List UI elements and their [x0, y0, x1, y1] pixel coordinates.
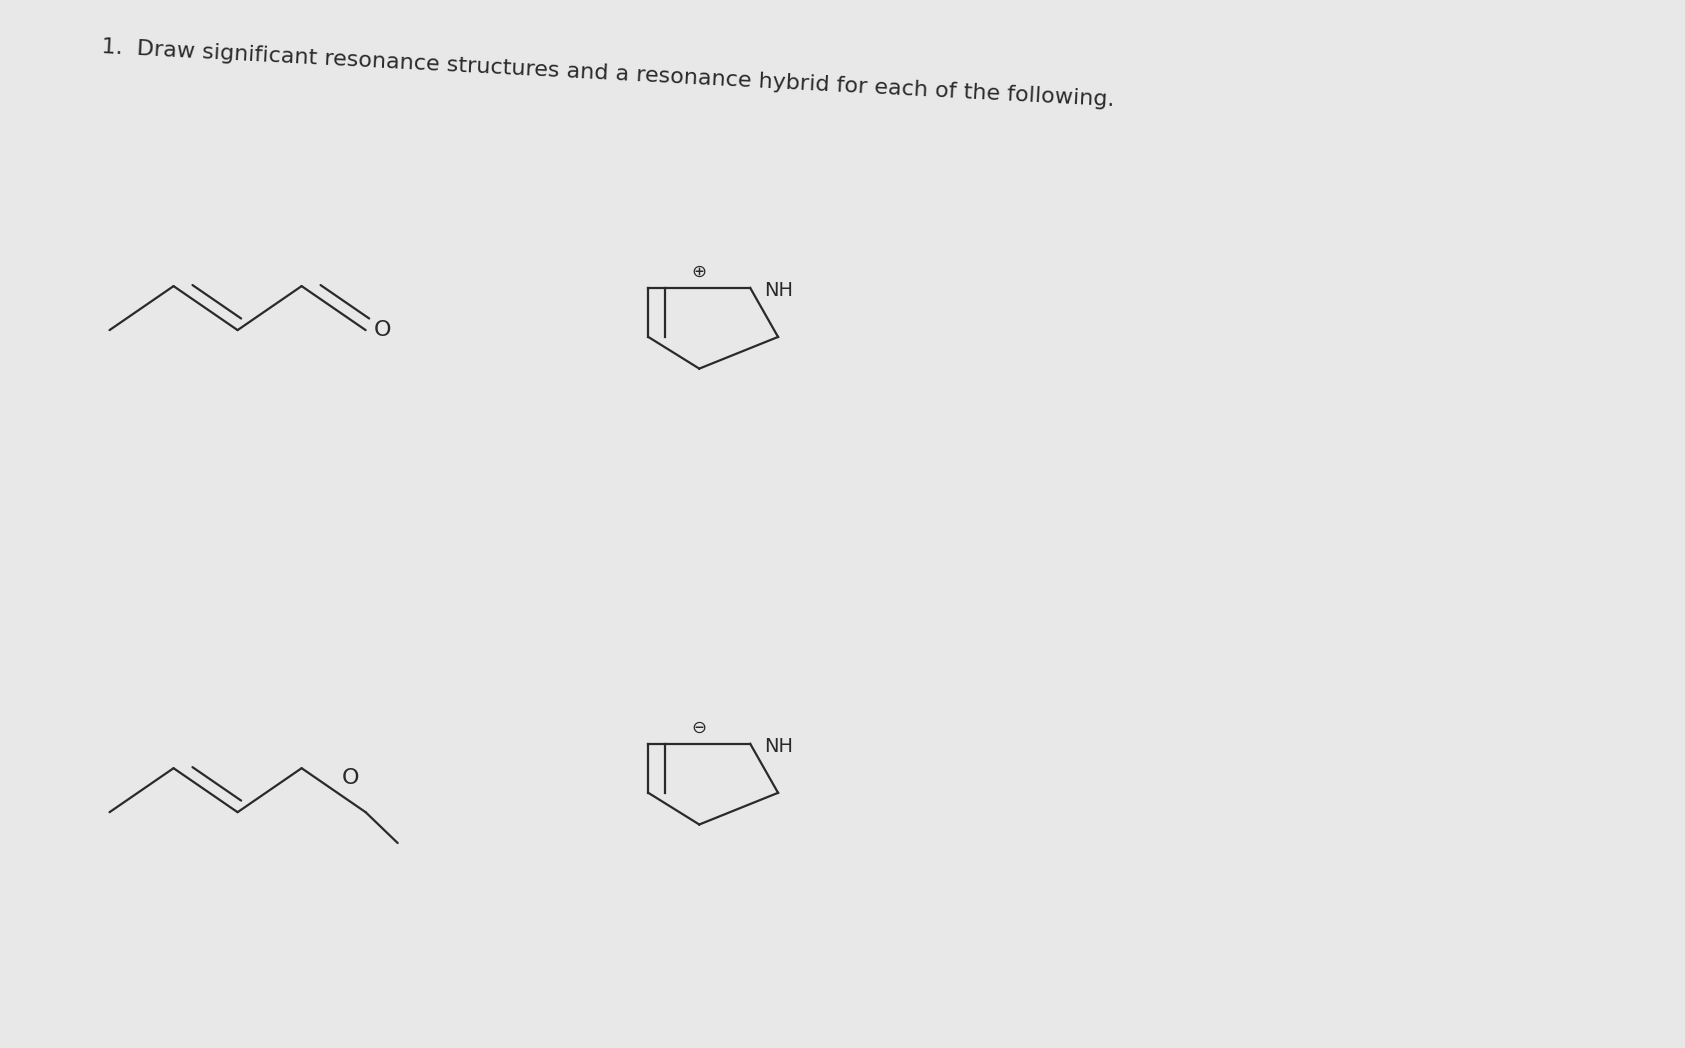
- Text: O: O: [374, 320, 391, 341]
- Text: NH: NH: [763, 281, 794, 301]
- Text: ⊖: ⊖: [693, 719, 706, 737]
- Text: 1.  Draw significant resonance structures and a resonance hybrid for each of the: 1. Draw significant resonance structures…: [101, 37, 1115, 110]
- Text: ⊕: ⊕: [693, 263, 706, 281]
- Text: O: O: [342, 767, 359, 788]
- Text: NH: NH: [763, 737, 794, 757]
